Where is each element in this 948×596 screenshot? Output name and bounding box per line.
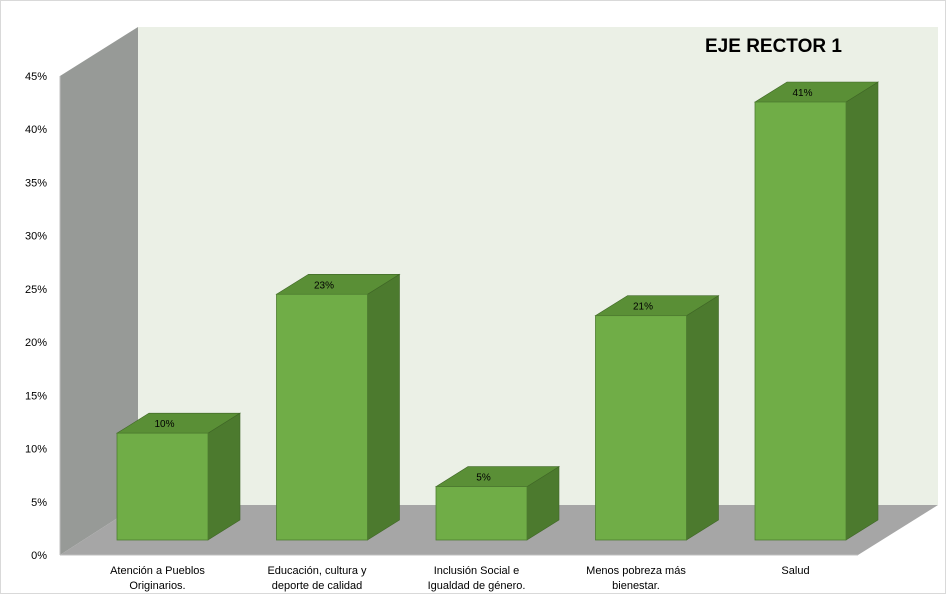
bar-front bbox=[116, 432, 209, 541]
x-category-label: Menos pobreza más bienestar. bbox=[586, 565, 686, 592]
bar-2: 23% bbox=[275, 273, 401, 541]
y-tick-label: 45% bbox=[25, 71, 47, 83]
bar-side bbox=[845, 81, 879, 541]
y-tick-label: 30% bbox=[25, 231, 47, 243]
bar-front bbox=[435, 486, 528, 541]
x-category-label: Educación, cultura y deporte de calidad bbox=[267, 565, 367, 592]
data-label: 41% bbox=[792, 88, 812, 99]
x-category-label: Atención a Pueblos Originarios. bbox=[110, 565, 205, 592]
bar-side bbox=[686, 295, 719, 541]
bar-5: 41% bbox=[753, 81, 880, 541]
y-tick-label: 35% bbox=[25, 177, 47, 189]
bar-side bbox=[207, 412, 241, 541]
y-tick-label: 0% bbox=[31, 550, 47, 562]
data-label: 5% bbox=[476, 473, 491, 484]
data-label: 23% bbox=[314, 280, 334, 291]
x-category-label: Salud bbox=[781, 565, 809, 577]
bar-front bbox=[754, 101, 847, 541]
chart-title: EJE RECTOR 1 bbox=[705, 36, 842, 57]
bar-4: 21% bbox=[594, 295, 720, 541]
side-wall bbox=[60, 27, 138, 555]
bar-front bbox=[595, 315, 687, 541]
x-category-label: Inclusión Social e Igualdad de género. bbox=[428, 565, 526, 592]
bar-front bbox=[276, 293, 368, 541]
bar-1: 10% bbox=[115, 412, 242, 541]
data-label: 10% bbox=[154, 419, 174, 430]
y-tick-label: 5% bbox=[31, 497, 47, 509]
bar-3: 5% bbox=[434, 466, 561, 541]
bar-side bbox=[367, 273, 400, 541]
data-label: 21% bbox=[633, 302, 653, 313]
bars: 10% 23% 5% 21% 41% bbox=[115, 81, 880, 541]
y-axis: 0% 5% 10% 15% 20% 25% 30% 35% 40% 45% bbox=[25, 71, 858, 562]
y-tick-label: 10% bbox=[25, 444, 47, 456]
x-axis: Atención a Pueblos Originarios. Educación,… bbox=[110, 565, 809, 592]
y-tick-label: 25% bbox=[25, 284, 47, 296]
y-tick-label: 40% bbox=[25, 124, 47, 136]
y-tick-label: 20% bbox=[25, 337, 47, 349]
y-tick-label: 15% bbox=[25, 390, 47, 402]
